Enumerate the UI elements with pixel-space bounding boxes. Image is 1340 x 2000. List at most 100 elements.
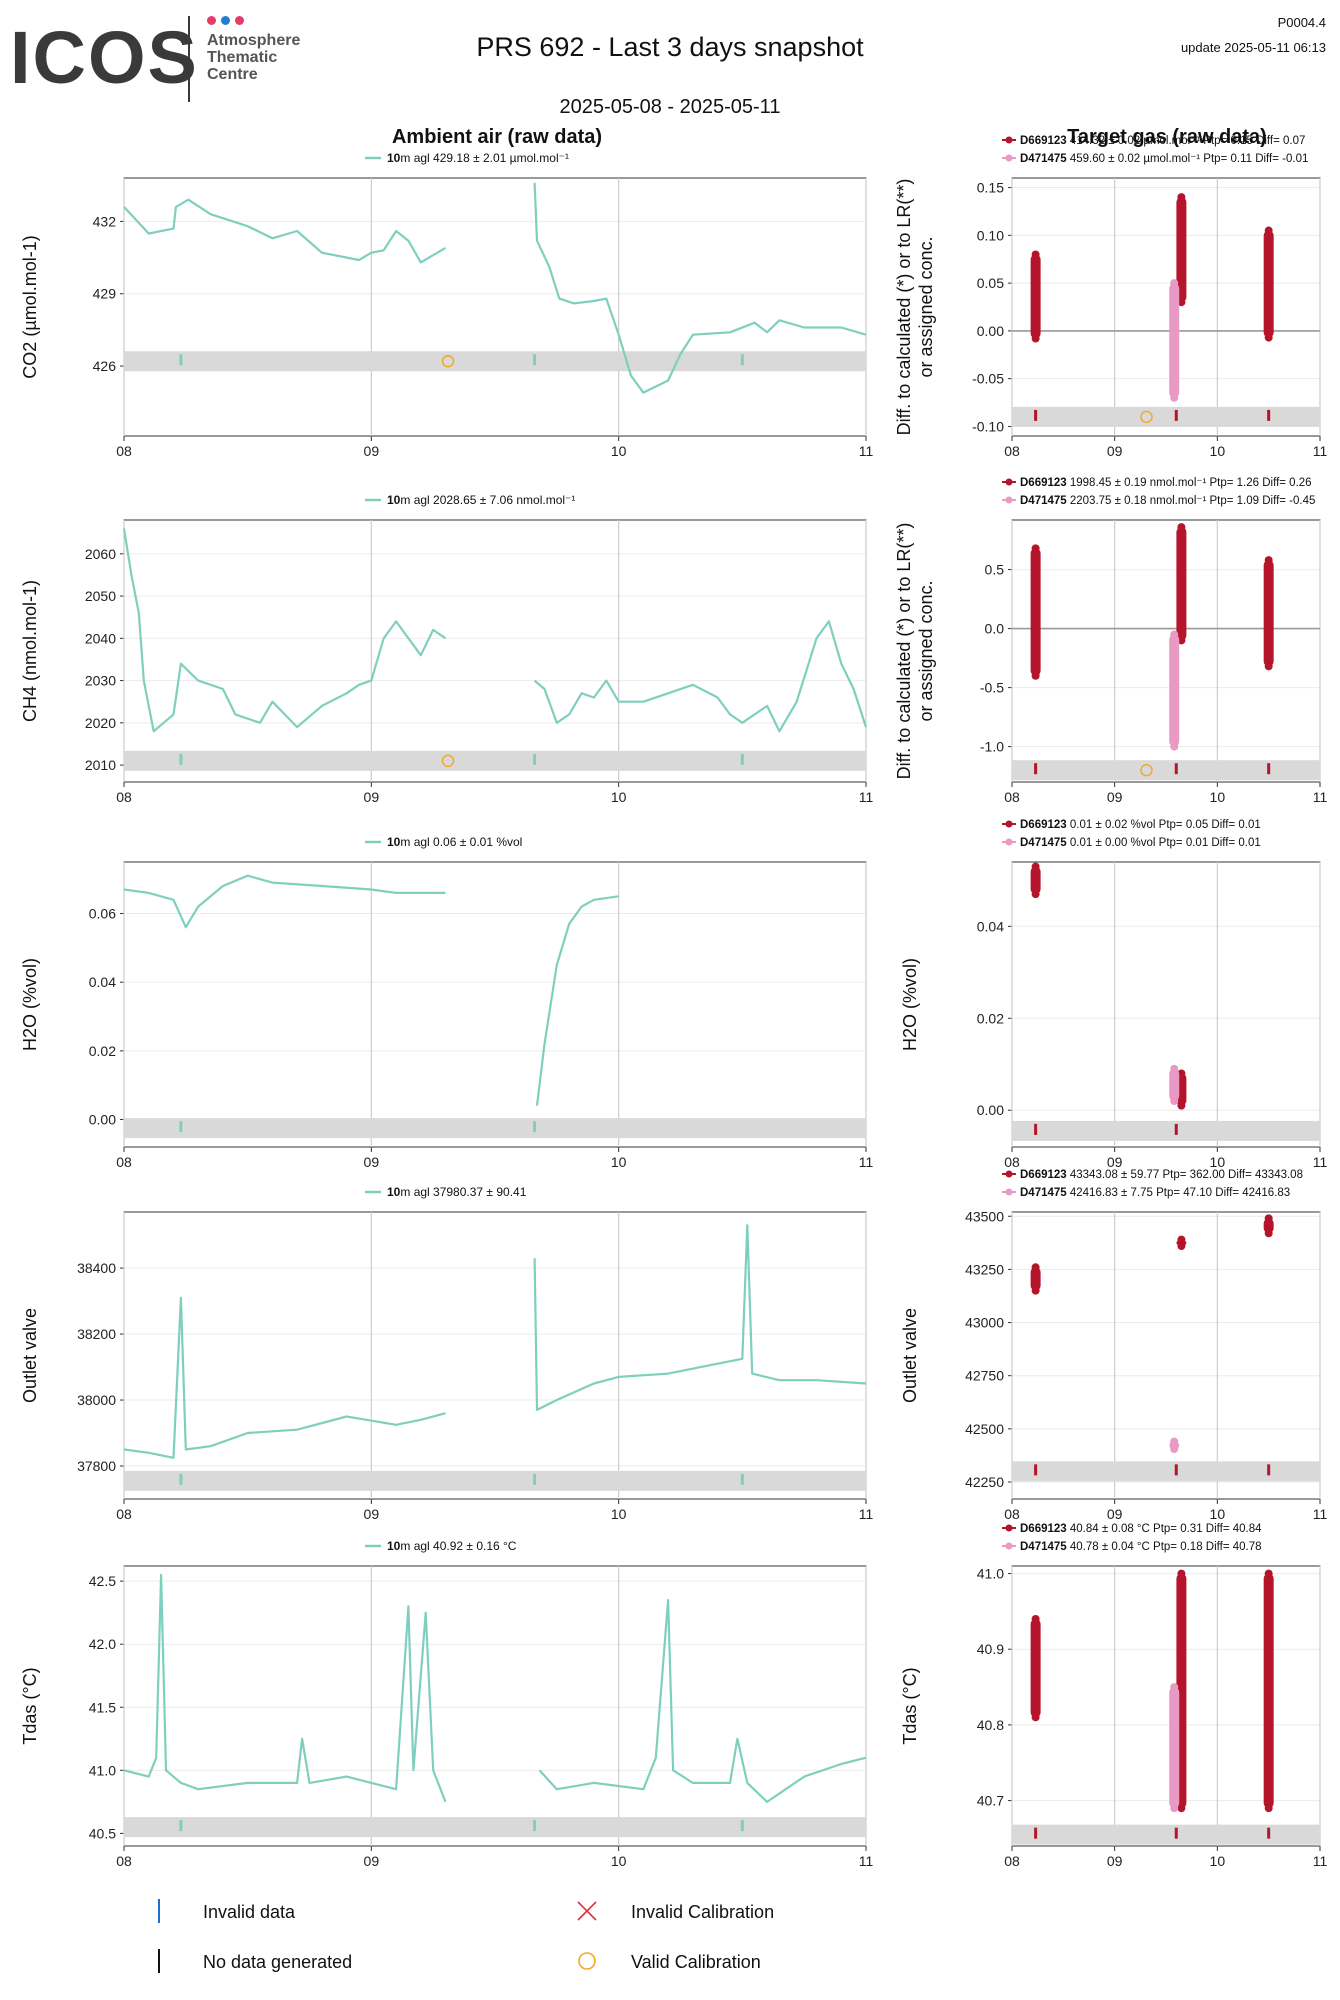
ambient-column-title: Ambient air (raw data) [392,126,602,148]
legend-label: 10m agl 40.92 ± 0.16 °C [387,1539,517,1553]
y-tick-label: 40.8 [977,1717,1004,1733]
target-point [1177,523,1186,532]
chart-outlet-target: 42250 42500 42750 43000 43250 43500 08 09 10 11 Ou… [900,1169,1327,1522]
target-series-D669123 [1030,548,1041,676]
flag-band [1012,1824,1320,1845]
icos-logo-text: ICOS [10,16,199,99]
target-point [1170,393,1179,402]
y-tick-label: 0.02 [89,1043,116,1059]
x-tick-label: 10 [611,789,627,805]
y-tick-label: -0.5 [980,680,1004,696]
target-point [1031,1263,1040,1272]
legend-series-stats: 43343.08 ± 59.77 Ptp= 362.00 Diff= 43343… [1070,1169,1303,1181]
legend-label: 10m agl 429.18 ± 2.01 µmol.mol⁻¹ [387,151,569,165]
legend-label: 10m agl 37980.37 ± 90.41 [387,1185,527,1199]
ambient-series-line [123,1296,446,1459]
target-point [1170,630,1179,639]
legend-series-name: D669123 [1020,1169,1070,1181]
target-series-D669123 [1176,527,1187,641]
x-tick-label: 09 [1107,789,1123,805]
target-point [1264,1229,1273,1238]
x-tick-label: 11 [859,789,874,805]
target-point [1177,1069,1186,1078]
legend-series-name: D471475 [1020,1187,1070,1199]
legend-valid-calibration-label: Valid Calibration [631,1952,761,1972]
target-point [1177,1569,1186,1578]
x-tick-label: 10 [1210,1154,1226,1170]
target-point [1170,1445,1179,1454]
plot-frame [123,519,867,783]
target-series-D669123 [1263,1218,1274,1234]
plot-frame [1011,861,1321,1148]
x-tick-label: 09 [364,1154,380,1170]
x-tick-label: 08 [1004,443,1020,459]
y-tick-label: 42750 [965,1368,1004,1384]
target-series-D669123 [1030,866,1041,895]
station-code: P0004.4 [1277,15,1326,30]
plot-frame [1011,177,1321,437]
target-point [1264,226,1273,235]
flag-band [1012,760,1320,781]
legend-series-name: D471475 [1020,495,1070,507]
target-point [1170,279,1179,288]
y-tick-label: 0.06 [89,906,116,922]
x-tick-label: 08 [116,443,132,459]
x-tick-label: 11 [859,1853,874,1869]
ambient-series-line [538,1599,867,1803]
plot-frame [123,861,867,1148]
target-point [1031,890,1040,899]
y-tick-label: 43500 [965,1208,1004,1224]
y-tick-label: 2030 [85,673,116,689]
legend-value: m agl 2028.65 ± 7.06 nmol.mol⁻¹ [400,493,575,507]
legend-value: m agl 40.92 ± 0.16 °C [400,1539,516,1553]
legend-height: 10 [387,835,401,849]
x-tick-label: 08 [116,1853,132,1869]
legend-point-swatch [1005,136,1013,144]
target-point [1031,671,1040,680]
legend-series-name: D669123 [1020,819,1070,831]
x-tick-label: 11 [859,1154,874,1170]
target-series-D669123 [1263,230,1274,338]
target-point [1031,334,1040,343]
y-tick-label: 38000 [77,1392,116,1408]
flag-band [1012,406,1320,427]
y-tick-label: 43000 [965,1315,1004,1331]
y-axis-label: Diff. to calculated (*) or to LR(**) or a… [894,179,936,436]
update-timestamp: update 2025-05-11 06:13 [1180,40,1326,55]
flag-band [124,1817,866,1838]
x-tick-label: 08 [1004,789,1020,805]
plot-frame [1011,1565,1321,1847]
legend-label: D471475 40.78 ± 0.04 °C Ptp= 0.18 Diff= … [1020,1541,1262,1553]
y-tick-label: 0.05 [977,275,1004,291]
x-tick-label: 08 [116,789,132,805]
chart-tdas-target: 40.7 40.8 40.9 41.0 08 09 10 11 Tdas (°C) D669123… [900,1523,1327,1869]
x-tick-label: 11 [1313,1154,1328,1170]
legend-point-swatch [1005,154,1013,162]
legend-label: D471475 2203.75 ± 0.18 nmol.mol⁻¹ Ptp= 1… [1020,495,1315,507]
flag-band [124,750,866,771]
target-series-D669123 [1030,254,1041,339]
x-tick-label: 10 [611,443,627,459]
target-point [1264,1804,1273,1813]
x-tick-label: 10 [611,1154,627,1170]
page-title: PRS 692 - Last 3 days snapshot [476,32,864,62]
x-tick-label: 08 [1004,1506,1020,1522]
chart-ch4-ambient: 2010 2020 2030 2040 2050 2060 08 09 10 11 CH4 (nmo… [20,493,873,805]
target-series-D669123 [1263,1573,1274,1809]
y-axis-label: Tdas (°C) [900,1667,920,1744]
legend-value: m agl 0.06 ± 0.01 %vol [400,835,522,849]
target-series-D669123 [1030,1618,1041,1718]
legend-label: D669123 414.32 ± 0.02 µmol.mol⁻¹ Ptp= 0.… [1020,135,1305,147]
legend-point-swatch [1005,838,1013,846]
target-point [1170,1437,1179,1446]
plot-frame [1011,1211,1321,1500]
y-axis-label: H2O (%vol) [20,958,40,1051]
y-tick-label: 2050 [85,588,116,604]
x-tick-label: 10 [1210,1506,1226,1522]
target-point [1170,1097,1179,1106]
target-point [1177,1235,1186,1244]
y-axis-label-line-1: Diff. to calculated (*) or to LR(**) [894,523,914,780]
y-tick-label: 42250 [965,1474,1004,1490]
